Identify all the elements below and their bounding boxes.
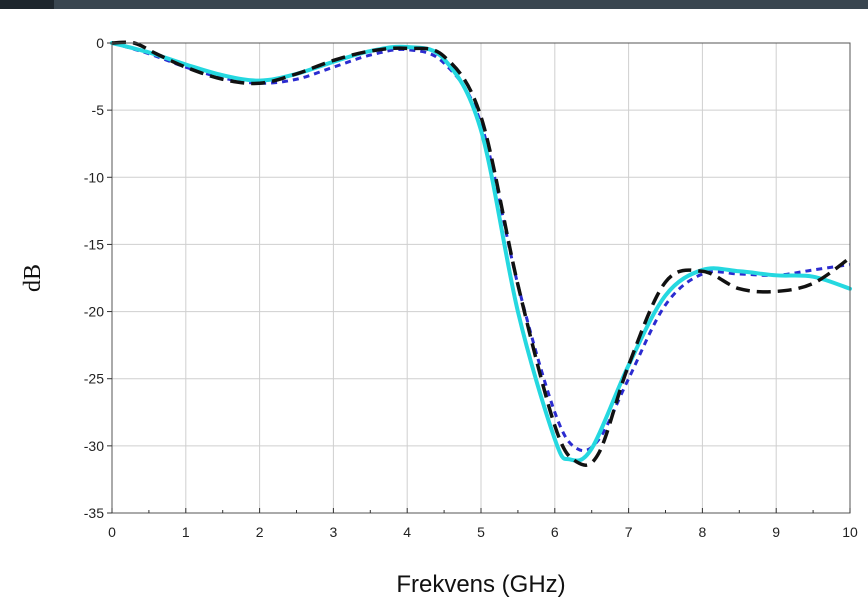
x-tick-label: 7 [625,524,633,540]
y-tick-label: -30 [84,438,104,454]
x-tick-label: 8 [699,524,707,540]
series-line-3 [111,40,852,467]
y-tick-label: 0 [96,35,104,51]
grid-lines [112,43,850,513]
y-tick-label: -15 [84,236,104,252]
y-tick-label: -10 [84,169,104,185]
top-bar-accent [0,0,54,9]
x-tick-label: 2 [256,524,264,540]
x-tick-label: 0 [108,524,116,540]
y-tick-label: -25 [84,371,104,387]
series-line-2 [110,41,852,463]
x-tick-label: 10 [842,524,858,540]
x-tick-label: 9 [772,524,780,540]
y-tick-label: -35 [84,505,104,521]
x-axis-title: Frekvens (GHz) [396,571,565,598]
x-tick-label: 6 [551,524,559,540]
y-tick-labels: 0 -5 -10 -15 -20 -25 -30 -35 [84,35,104,521]
x-tick-label: 4 [403,524,411,540]
series-layer [110,40,852,467]
x-tick-labels: 0 1 2 3 4 5 6 7 8 9 10 [108,524,858,540]
x-tick-label: 1 [182,524,190,540]
x-tick-label: 3 [330,524,338,540]
top-window-bar [0,0,868,9]
y-tick-label: -20 [84,304,104,320]
axis-ticks [107,42,851,514]
x-tick-label: 5 [477,524,485,540]
y-axis-title: dB [20,264,46,292]
y-tick-label: -5 [92,102,105,118]
